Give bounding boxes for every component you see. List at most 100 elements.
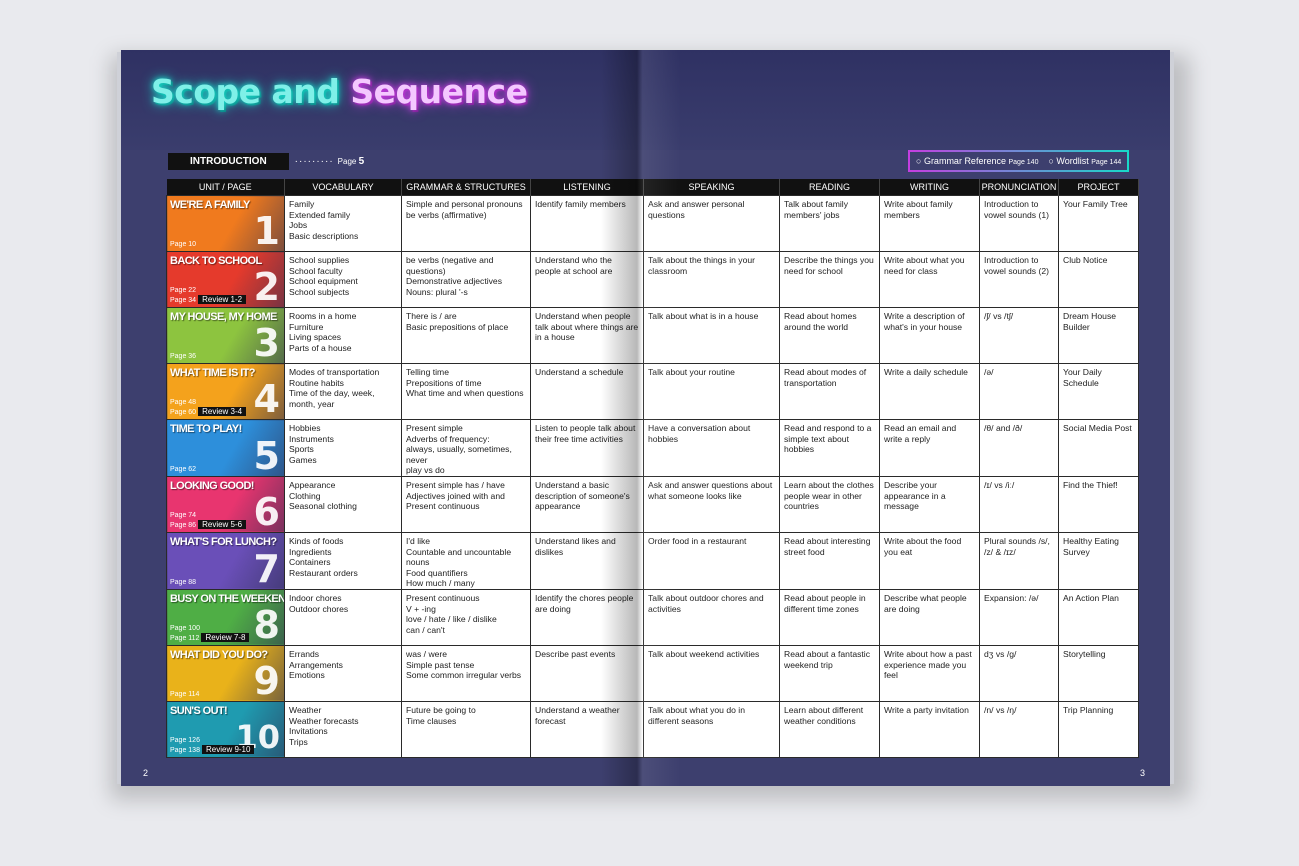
grammar-item: was / were [406, 648, 448, 659]
table-row: BACK TO SCHOOL 2 Page 22 Page 34 Review 1-2 S… [166, 251, 1139, 308]
vocabulary-cell: Kinds of foods Ingredients Containers Resta… [284, 531, 402, 590]
reference-box: ○ Grammar Reference Page 140 ○ Wordlist … [908, 150, 1130, 172]
table-row: WHAT DID YOU DO? 9 Page 114 Errands Arrangem… [166, 644, 1139, 702]
grammar-item: Prepositions of time [406, 377, 482, 388]
page-edge-right [1168, 52, 1174, 784]
unit-cell: BUSY ON THE WEEKEND 8 Page 100 Page 112 Revi… [166, 588, 285, 646]
project-cell: Trip Planning [1058, 700, 1139, 758]
grammar-item: Demonstrative adjectives [406, 276, 503, 287]
project-cell: Healthy Eating Survey [1058, 531, 1139, 590]
unit-page: Page 74 [170, 511, 197, 519]
listening-cell: Understand a schedule [530, 363, 644, 420]
unit-cell: LOOKING GOOD! 6 Page 74 Page 86 Review 5-6 [166, 475, 285, 533]
reading-cell: Read about modes of transportation [779, 363, 880, 420]
pronunciation-cell: Introduction to vowel sounds (2) [979, 251, 1059, 308]
unit-name: SUN'S OUT! [170, 704, 228, 717]
unit-name: WHAT DID YOU DO? [170, 648, 268, 661]
vocabulary-item: Jobs [289, 220, 308, 231]
grammar-item: can / can't [406, 624, 445, 635]
unit-pages: Page 74 Page 86 Review 5-6 [170, 511, 247, 530]
grammar-item: Basic prepositions of place [406, 321, 509, 332]
writing-cell: Write a daily schedule [879, 363, 980, 420]
table-row: WE'RE A FAMILY 1 Page 10 Family Extended fam… [166, 195, 1139, 252]
reading-cell: Learn about the clothes people wear in o… [779, 475, 880, 533]
grammar-item: Nouns: plural '-s [406, 286, 468, 297]
project-cell: Storytelling [1058, 644, 1139, 702]
pronunciation-cell: Plural sounds /s/, /z/ & /ɪz/ [979, 531, 1059, 590]
vocabulary-cell: Appearance Clothing Seasonal clothing [284, 475, 402, 533]
vocabulary-item: Trips [289, 736, 308, 747]
project-cell: Club Notice [1058, 251, 1139, 308]
grammar-item: Countable and uncountable nouns [406, 546, 512, 568]
project-cell: Dream House Builder [1058, 307, 1139, 364]
reading-cell: Read and respond to a simple text about … [779, 419, 880, 477]
speaking-cell: Have a conversation about hobbies [643, 419, 780, 477]
grammar-item: Future be going to [406, 704, 476, 715]
review-badge: Review 1-2 [198, 295, 247, 304]
reading-cell: Learn about different weather conditions [779, 700, 880, 758]
column-header-8: PROJECT [1058, 179, 1139, 196]
grammar-cell: I'd like Countable and uncountable nouns F… [401, 531, 531, 590]
unit-page: Page 62 [170, 465, 197, 473]
speaking-cell: Ask and answer personal questions [643, 195, 780, 252]
unit-name: WE'RE A FAMILY [170, 199, 250, 211]
unit-name: BUSY ON THE WEEKEND [170, 592, 285, 605]
grammar-item: Telling time [406, 367, 449, 377]
column-header-6: WRITING [879, 179, 980, 196]
unit-number: 2 [253, 265, 280, 308]
vocabulary-item: Living spaces [289, 332, 342, 343]
unit-number: 1 [253, 209, 280, 252]
page-edge-left [117, 52, 123, 784]
unit-pages: Page 48 Page 60 Review 3-4 [170, 398, 247, 417]
vocabulary-item: Invitations [289, 726, 328, 737]
pronunciation-cell: /ʃ/ vs /tʃ/ [979, 307, 1059, 364]
vocabulary-item: Routine habits [289, 377, 344, 388]
unit-number: 5 [253, 433, 280, 477]
vocabulary-item: Arrangements [289, 659, 343, 670]
vocabulary-cell: Errands Arrangements Emotions [284, 644, 402, 702]
speaking-cell: Talk about outdoor chores and activities [643, 588, 780, 646]
column-header-7: PRONUNCIATION [979, 179, 1059, 196]
page-number-left: 2 [143, 768, 149, 778]
vocabulary-cell: Hobbies Instruments Sports Games [284, 419, 402, 477]
grammar-cell: Present continuous V + -ing love / hate / … [401, 588, 531, 646]
vocabulary-item: Rooms in a home [289, 311, 357, 321]
unit-cell: BACK TO SCHOOL 2 Page 22 Page 34 Review 1-2 [166, 251, 285, 308]
pronunciation-cell: /θ/ and /ð/ [979, 419, 1059, 477]
speaking-cell: Ask and answer questions about what some… [643, 475, 780, 533]
speaking-cell: Order food in a restaurant [643, 531, 780, 590]
review-badge: Review 3-4 [198, 407, 247, 416]
speaking-cell: Talk about what you do in different seas… [643, 700, 780, 758]
grammar-item: Food quantifiers [406, 567, 468, 578]
grammar-item: How much / many [406, 578, 475, 589]
review-badge: Review 7-8 [201, 632, 250, 642]
vocabulary-item: Seasonal clothing [289, 501, 357, 512]
vocabulary-item: Outdoor chores [289, 603, 349, 614]
grammar-cell: Telling time Prepositions of time What tim… [401, 363, 531, 420]
table-row: WHAT'S FOR LUNCH? 7 Page 88 Kinds of foods I… [166, 531, 1139, 590]
speaking-cell: Talk about what is in a house [643, 307, 780, 364]
vocabulary-item: Containers [289, 557, 331, 568]
unit-cell: MY HOUSE, MY HOME 3 Page 36 [166, 307, 285, 364]
unit-name: LOOKING GOOD! [170, 479, 254, 492]
grammar-item: love / hate / like / dislike [406, 614, 497, 625]
vocabulary-item: School supplies [289, 255, 350, 265]
vocabulary-cell: Modes of transportation Routine habits Tim… [284, 363, 402, 420]
table-row: WHAT TIME IS IT? 4 Page 48 Page 60 Review 3-… [166, 363, 1139, 420]
listening-cell: Identify the chores people are doing [530, 588, 644, 646]
grammar-item: be verbs (negative and questions) [406, 255, 494, 276]
grammar-item: Simple and personal pronouns [406, 199, 523, 209]
listening-cell: Describe past events [530, 644, 644, 702]
grammar-reference: ○ Grammar Reference Page 140 [916, 156, 1039, 166]
unit-pages: Page 22 Page 34 Review 1-2 [170, 286, 247, 305]
listening-cell: Understand a basic description of someon… [530, 475, 644, 533]
unit-pages: Page 36 [170, 352, 196, 361]
unit-cell: WHAT TIME IS IT? 4 Page 48 Page 60 Review 3-… [166, 363, 285, 420]
unit-pages: Page 114 [170, 690, 199, 699]
title-word-2: Sequence [350, 72, 528, 111]
vocabulary-item: School subjects [289, 286, 350, 297]
column-header-2: GRAMMAR & STRUCTURES [401, 179, 531, 196]
writing-cell: Write a description of what's in your ho… [879, 307, 980, 364]
unit-page: Page 114 [170, 690, 200, 698]
speaking-cell: Talk about the things in your classroom [643, 251, 780, 308]
